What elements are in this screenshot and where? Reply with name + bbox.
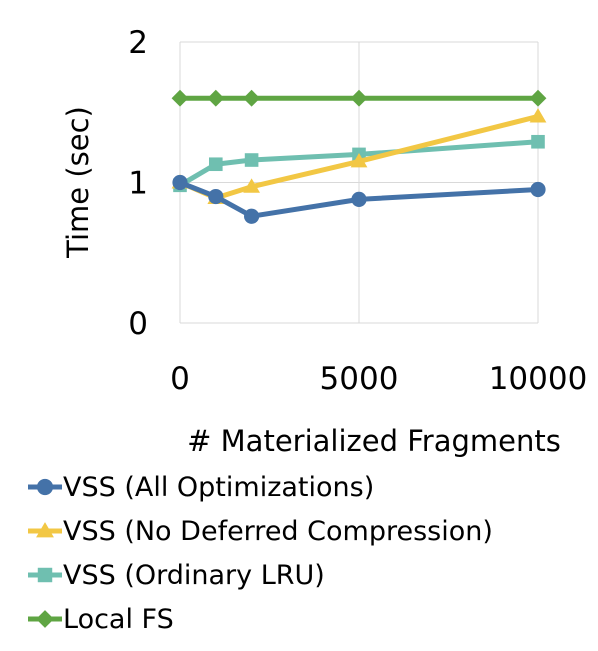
- legend-label: VSS (All Optimizations): [63, 472, 374, 503]
- y-tick-label: 0: [128, 306, 148, 342]
- legend-label: VSS (No Deferred Compression): [63, 516, 493, 547]
- data-point-triangle: [243, 178, 260, 193]
- data-point-triangle: [529, 108, 547, 123]
- legend-item: VSS (No Deferred Compression): [28, 516, 493, 547]
- data-series: [171, 89, 547, 224]
- series-diamond: [171, 89, 547, 107]
- data-point-circle: [530, 181, 546, 198]
- x-axis-title: # Materialized Fragments: [187, 424, 561, 458]
- legend-item: VSS (All Optimizations): [28, 472, 374, 503]
- y-axis-ticks: 0 1 2: [128, 25, 148, 342]
- y-tick-label: 2: [128, 25, 148, 61]
- x-tick-label: 5000: [320, 361, 399, 397]
- data-point-circle: [172, 174, 188, 191]
- data-point-square: [244, 153, 259, 167]
- data-point-square: [531, 134, 545, 149]
- x-axis-ticks: 0 5000 10000: [170, 361, 587, 397]
- data-point-diamond: [529, 89, 547, 107]
- data-point-diamond: [350, 89, 368, 107]
- legend-marker-square: [37, 567, 53, 583]
- x-tick-label: 0: [170, 361, 190, 397]
- legend-item: VSS (Ordinary LRU): [28, 560, 325, 591]
- data-point-diamond: [207, 89, 225, 107]
- y-tick-label: 1: [128, 166, 148, 202]
- gridlines: [179, 41, 539, 324]
- legend: VSS (All Optimizations) VSS (No Deferred …: [28, 472, 493, 635]
- data-point-circle: [208, 188, 224, 205]
- data-point-triangle: [350, 153, 368, 168]
- legend-item: Local FS: [28, 604, 174, 635]
- data-point-diamond: [171, 89, 189, 107]
- legend-marker-triangle: [36, 522, 54, 538]
- data-point-diamond: [243, 89, 260, 107]
- series-circle: [172, 174, 546, 224]
- data-point-circle: [244, 208, 260, 224]
- x-tick-label: 10000: [489, 361, 588, 397]
- legend-marker-circle: [36, 478, 54, 496]
- data-point-square: [209, 157, 223, 172]
- legend-label: VSS (Ordinary LRU): [63, 560, 325, 591]
- data-point-circle: [351, 191, 367, 207]
- y-axis-title: Time (sec): [61, 106, 95, 259]
- legend-marker-diamond: [36, 610, 54, 628]
- legend-label: Local FS: [63, 604, 174, 635]
